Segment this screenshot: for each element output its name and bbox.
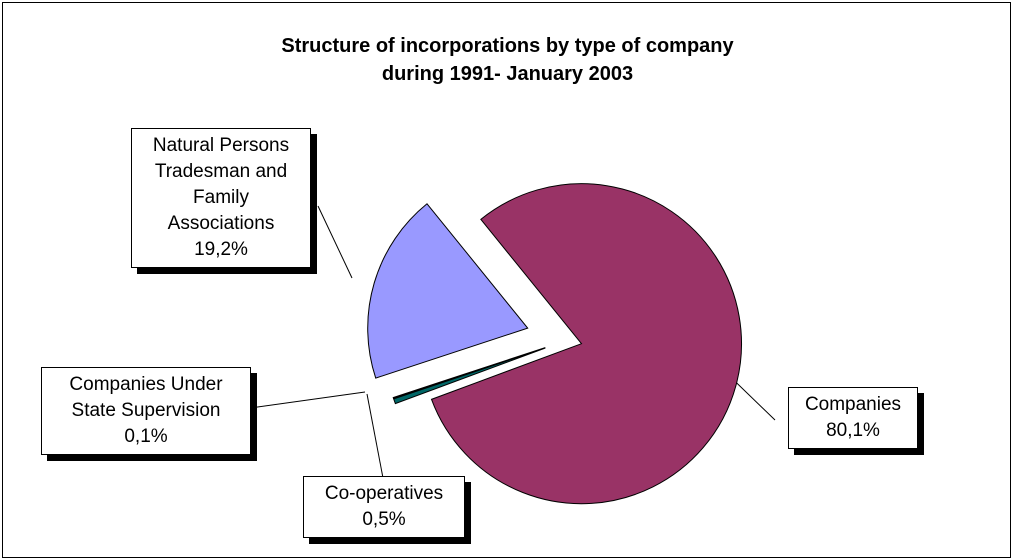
category-name: Co-operatives (324, 483, 444, 504)
pie-slice (367, 203, 529, 379)
pie-slice (430, 183, 742, 505)
value-label: 0,1% (124, 426, 168, 447)
data-label: Co-operatives 0,5% (303, 476, 465, 538)
value-label: 19,2% (194, 239, 248, 260)
data-label: Natural Persons Tradesman and Family Ass… (131, 128, 311, 268)
data-label: Companies Under State Supervision 0,1% (41, 367, 251, 455)
data-label: Companies 80,1% (788, 387, 918, 449)
pie-slice (392, 347, 546, 400)
leader-line (249, 391, 366, 409)
chart-title: Structure of incorporations by type of c… (0, 32, 1015, 88)
title-text: Structure of incorporations by type of c… (281, 35, 734, 85)
category-name: Natural Persons Tradesman and Family Ass… (152, 135, 290, 234)
leader-line (366, 393, 384, 479)
category-name: Companies (804, 394, 902, 415)
value-label: 0,5% (362, 509, 406, 530)
value-label: 80,1% (826, 420, 880, 441)
leader-line (317, 205, 353, 279)
category-name: Companies Under State Supervision (69, 374, 223, 421)
